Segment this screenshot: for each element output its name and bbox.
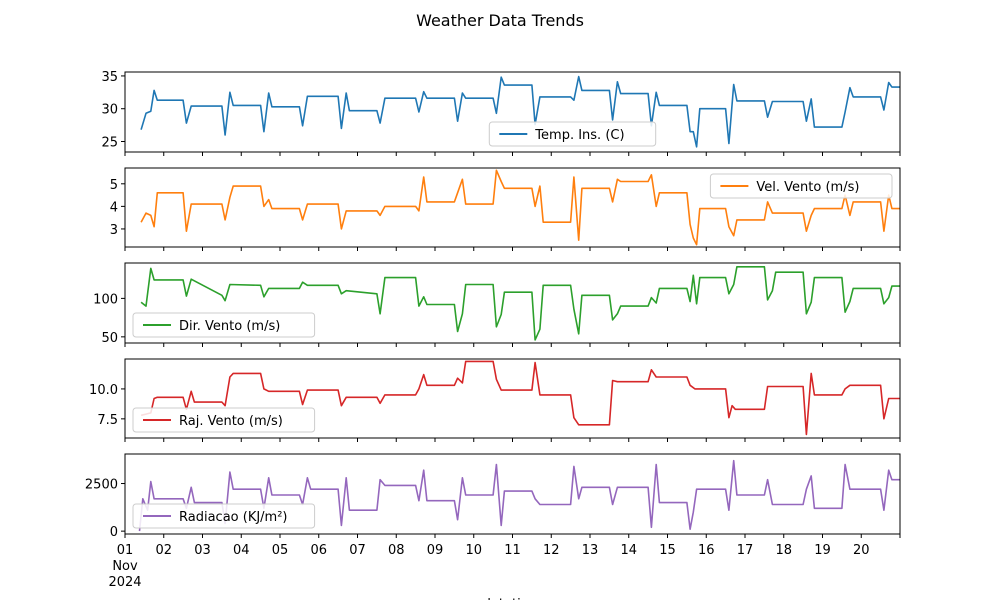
y-tick-label: 30 [101, 103, 118, 118]
series-line-4 [140, 360, 900, 436]
legend-label: Dir. Vento (m/s) [179, 319, 280, 334]
y-tick-label: 50 [101, 331, 118, 346]
legend: Vel. Vento (m/s) [709, 173, 893, 199]
legend-box [709, 173, 893, 199]
x-tick-label: 20 [853, 543, 870, 558]
legend-box [132, 407, 316, 433]
y-tick-label: 5 [110, 178, 118, 193]
series-line-5 [138, 459, 900, 532]
x-tick-label: 05 [272, 543, 289, 558]
legend-box [132, 503, 316, 529]
x-tick-label: 11 [504, 543, 521, 558]
x-tick-label: 15 [659, 543, 676, 558]
subplot-1: 25 30 35 Temp. Ins. (C) [101, 70, 901, 156]
x-tick-label: 12 [543, 543, 560, 558]
x-tick-label: 04 [233, 543, 250, 558]
x-tick-label: 02 [155, 543, 172, 558]
series-line-1 [140, 75, 900, 148]
y-tick-label: 25 [101, 136, 118, 151]
subplot-2: 3 4 5 Vel. Vento (m/s) [110, 167, 901, 251]
subplot-3: 50 100 Dir. Vento (m/s) [93, 262, 901, 347]
subplot-4: 7.5 10.0 Raj. Vento (m/s) [89, 358, 901, 442]
legend-label: Raj. Vento (m/s) [179, 414, 283, 429]
y-tick-label: 10.0 [89, 383, 118, 398]
y-tick-label: 7.5 [97, 413, 118, 428]
x-tick-label: 10 [465, 543, 482, 558]
legend: Dir. Vento (m/s) [132, 312, 316, 338]
y-tick-label: 4 [110, 200, 118, 215]
x-tick-label: 06 [310, 543, 327, 558]
chart-title: Weather Data Trends [416, 11, 584, 30]
x-tick-sublabel: 2024 [108, 575, 141, 590]
subplot-5: 0 2500 Radiacao (KJ/m²) [85, 453, 901, 540]
x-tick-label: 14 [620, 543, 637, 558]
subplots: 25 30 35 Temp. Ins. (C) 3 4 5 Vel. Vento (m/s) 5… [85, 70, 901, 540]
series-line-2 [140, 169, 900, 246]
legend: Radiacao (KJ/m²) [132, 503, 316, 529]
x-tick-label: 03 [194, 543, 211, 558]
y-tick-label: 35 [101, 70, 118, 85]
series-line-3 [140, 266, 900, 341]
legend-box [488, 121, 657, 147]
y-tick-label: 3 [110, 223, 118, 238]
x-tick-label: 07 [349, 543, 366, 558]
x-tick-label: 09 [427, 543, 444, 558]
x-tick-sublabel: Nov [112, 559, 138, 574]
x-tick-label: 18 [775, 543, 792, 558]
x-tick-label: 13 [582, 543, 599, 558]
legend: Temp. Ins. (C) [488, 121, 657, 147]
legend-label: Radiacao (KJ/m²) [179, 510, 288, 525]
x-axis-label: datetime [483, 597, 542, 600]
legend-label: Temp. Ins. (C) [534, 128, 624, 143]
x-tick-label: 17 [737, 543, 754, 558]
y-tick-label: 100 [93, 292, 118, 307]
legend-box [132, 312, 316, 338]
x-tick-label: 01 [117, 543, 134, 558]
legend-label: Vel. Vento (m/s) [756, 180, 859, 195]
y-tick-label: 0 [110, 525, 118, 540]
y-tick-label: 2500 [85, 478, 118, 493]
x-tick-label: 16 [698, 543, 715, 558]
x-tick-label: 08 [388, 543, 405, 558]
x-tick-label: 19 [814, 543, 831, 558]
legend: Raj. Vento (m/s) [132, 407, 316, 433]
